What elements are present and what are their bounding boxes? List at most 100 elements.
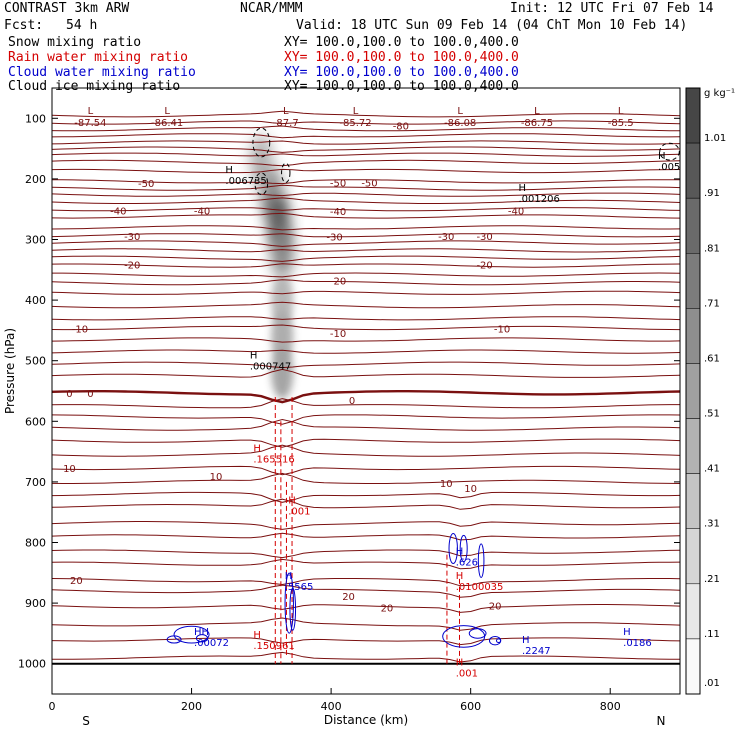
isotherm-line (52, 390, 680, 404)
field-name-cloud-ice: Cloud ice mixing ratio (8, 79, 181, 94)
cloud-water-contour (495, 638, 502, 643)
colorbar-label: .41 (704, 464, 720, 475)
isotherm-label: -30 (326, 232, 342, 243)
snow-plume-blob (271, 310, 294, 363)
isotherm-label: -30 (438, 232, 454, 243)
max-marker: H (250, 350, 258, 361)
low-marker: L (534, 106, 540, 117)
cloud-water-contour (477, 543, 485, 578)
isotherm-label: 20 (489, 602, 502, 613)
isotherm-label: -80 (393, 122, 409, 133)
isotherm-line (52, 637, 680, 646)
cloud-ice-contour (254, 172, 269, 196)
isotherm-line (52, 192, 680, 197)
isotherm-line (52, 110, 680, 118)
rain-water-contours (274, 397, 461, 664)
isotherm-line (52, 140, 680, 145)
cloud-ice-contour (281, 162, 291, 183)
isotherm-line (52, 168, 680, 174)
max-value: .0100035 (456, 582, 504, 593)
colorbar-swatch (685, 473, 701, 529)
isotherm-line (52, 120, 680, 125)
cloud-water-contour (459, 534, 468, 563)
isotherm-line (52, 651, 680, 663)
low-marker: L (618, 106, 624, 117)
isotherm-label: 0 (349, 396, 355, 407)
field-xy-rain: XY= 100.0,100.0 to 100.0,400.0 (284, 50, 519, 65)
max-marker: H (623, 627, 631, 638)
isotherm-label: -10 (494, 325, 510, 336)
max-value: .626 (456, 558, 478, 569)
isotherm-line (52, 604, 680, 613)
max-marker: H (253, 630, 261, 641)
cloud-water-contour (284, 572, 294, 634)
isotherm-line (52, 438, 680, 448)
isotherm-line (52, 349, 680, 354)
max-marker: H (456, 547, 464, 558)
y-tick-label: 1000 (18, 658, 46, 671)
isotherm-line (52, 272, 680, 278)
low-value: -87.54 (74, 118, 106, 129)
colorbar-swatch (685, 418, 701, 474)
x-tick-label: 400 (321, 700, 342, 713)
snow-plume-blob (271, 274, 294, 327)
colorbar-frame (685, 87, 701, 695)
y-tick-label: 700 (25, 476, 46, 489)
isotherm-label: 20 (70, 576, 83, 587)
isotherm-label: -20 (124, 260, 140, 271)
colorbar-swatch (685, 87, 701, 144)
max-value: .150961 (253, 641, 294, 652)
y-tick-label: 800 (25, 537, 46, 550)
max-marker: H (658, 151, 666, 162)
isotherm-line (52, 248, 680, 253)
max-value: .001206 (518, 194, 559, 205)
max-value: .006735 (225, 176, 266, 187)
isotherm-line (52, 361, 680, 369)
y-tick-label: 600 (25, 415, 46, 428)
model-title: CONTRAST 3km ARW (4, 1, 130, 16)
colorbar: 1.01 .91 .81 .71 .61 .51 .41 .31 .21 .11 .01 g kg⁻¹ (685, 87, 735, 695)
isotherm-label: 10 (63, 464, 76, 475)
cloud-ice-contour (659, 142, 680, 161)
isotherm-line (52, 301, 680, 309)
colorbar-label: .21 (704, 574, 720, 585)
field-xy-cloud-ice: XY= 100.0,100.0 to 100.0,400.0 (284, 79, 519, 94)
isotherm-line (52, 558, 680, 570)
max-marker: H (518, 183, 526, 194)
isotherm-line (52, 444, 680, 457)
max-marker: H (288, 496, 296, 507)
isotherm-line (52, 233, 680, 238)
x-tick-label: 200 (181, 700, 202, 713)
isotherm-line (52, 368, 680, 378)
snow-plume-blob (271, 346, 294, 399)
colorbar-label: .71 (704, 298, 720, 309)
colorbar-label: 1.01 (704, 133, 726, 144)
isotherm-line (52, 133, 680, 139)
isotherm-line (52, 146, 680, 153)
field-name-snow: Snow mixing ratio (8, 35, 142, 50)
low-marker: L (353, 106, 359, 117)
isotherm-label: -50 (138, 179, 154, 190)
x-tick-label: 800 (600, 700, 621, 713)
low-marker: L (88, 106, 94, 117)
center-title: NCAR/MMM (240, 1, 303, 16)
colorbar-swatch (685, 308, 701, 364)
isotherm-line (52, 498, 680, 510)
low-marker: L (283, 106, 289, 117)
isotherm-label: -40 (110, 206, 126, 217)
isotherm-line (52, 324, 680, 331)
isotherm-label: -40 (330, 207, 346, 218)
cloud-water-contour (173, 625, 210, 644)
low-value: -86.75 (521, 118, 553, 129)
isotherm-line (52, 225, 680, 231)
isotherm-label: -30 (476, 232, 492, 243)
max-marker: HH (194, 627, 209, 638)
isotherm-line (52, 184, 680, 191)
isotherm-label: 10 (210, 472, 223, 483)
isotherm-line (52, 152, 680, 157)
isotherm-line (52, 316, 680, 321)
max-value: .005 (658, 162, 680, 173)
isotherm-label: -20 (330, 277, 346, 288)
low-value: -86.41 (151, 118, 183, 129)
